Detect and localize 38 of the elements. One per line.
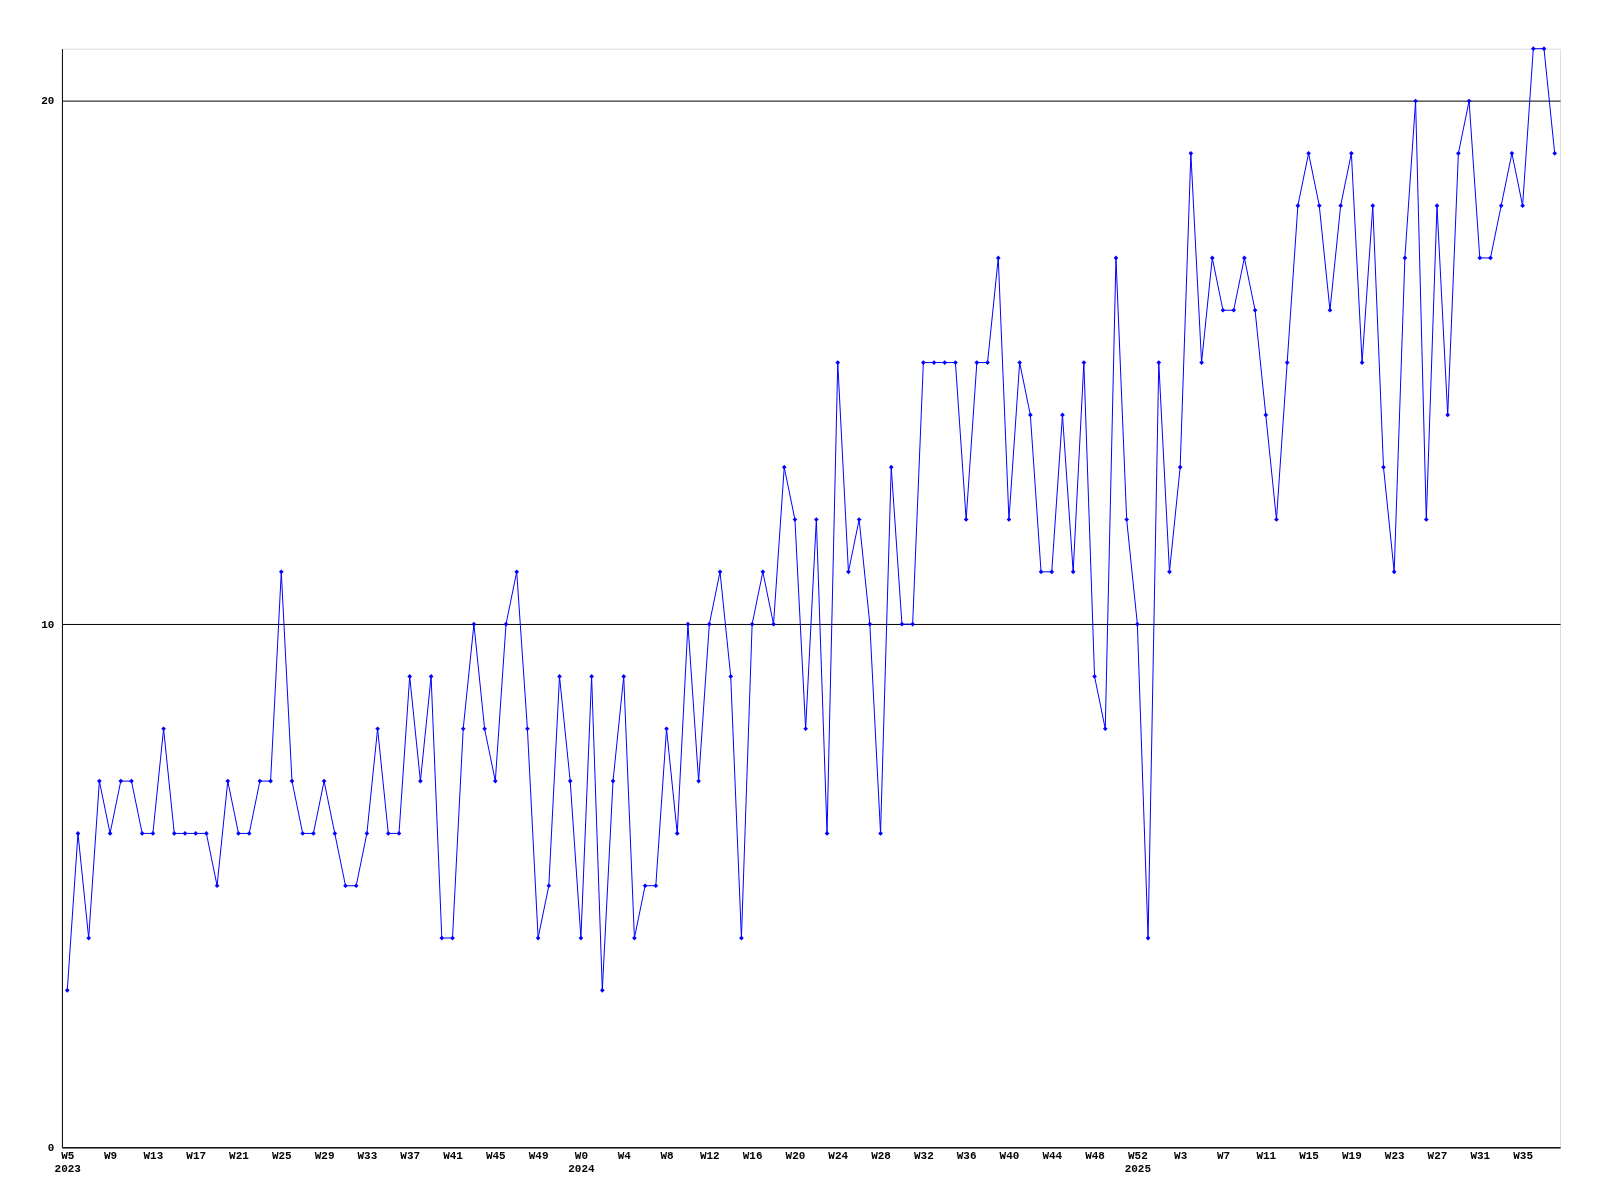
x-tick-label: W35: [1513, 1149, 1534, 1162]
x-tick-label: W52 2025: [1124, 1149, 1152, 1175]
x-tick-label: W36: [956, 1149, 977, 1162]
x-tick-label: W5 2023: [54, 1149, 82, 1175]
x-tick-label: W45: [485, 1149, 507, 1162]
x-tick-label: W19: [1342, 1149, 1362, 1162]
x-tick-label: W13: [143, 1149, 164, 1162]
x-tick-label: W25: [271, 1149, 293, 1162]
x-tick-label: W15: [1299, 1149, 1320, 1162]
y-tick-label: 0: [47, 1141, 55, 1154]
x-tick-label: W24: [828, 1149, 849, 1162]
x-tick-label: W11: [1256, 1149, 1277, 1162]
x-tick-label: W49: [528, 1149, 549, 1162]
x-tick-label: W27: [1427, 1149, 1448, 1162]
x-tick-label: W28: [871, 1149, 891, 1162]
x-tick-label: W17: [186, 1149, 207, 1162]
x-tick-label: W12: [699, 1149, 720, 1162]
x-tick-label: W32: [913, 1149, 934, 1162]
x-tick-label: W7: [1216, 1149, 1231, 1162]
x-tick-label: W31: [1470, 1149, 1491, 1162]
x-tick-label: W0 2024: [568, 1149, 595, 1175]
x-tick-label: W21: [229, 1149, 250, 1162]
x-tick-label: W16: [742, 1149, 763, 1162]
x-tick-label: W8: [660, 1149, 674, 1162]
x-tick-label: W48: [1085, 1149, 1105, 1162]
x-tick-label: W20: [785, 1149, 806, 1162]
x-tick-label: W4: [617, 1149, 632, 1162]
y-tick-label: 10: [41, 618, 55, 631]
x-tick-label: W3: [1174, 1149, 1188, 1162]
x-tick-label: W29: [314, 1149, 335, 1162]
x-tick-label: W33: [357, 1149, 378, 1162]
x-tick-label: W40: [999, 1149, 1020, 1162]
y-tick-label: 20: [41, 95, 55, 108]
x-tick-label: W23: [1384, 1149, 1405, 1162]
x-tick-label: W9: [103, 1149, 118, 1162]
x-tick-label: W44: [1042, 1149, 1063, 1162]
x-tick-label: W37: [400, 1149, 421, 1162]
x-tick-label: W41: [443, 1149, 464, 1162]
